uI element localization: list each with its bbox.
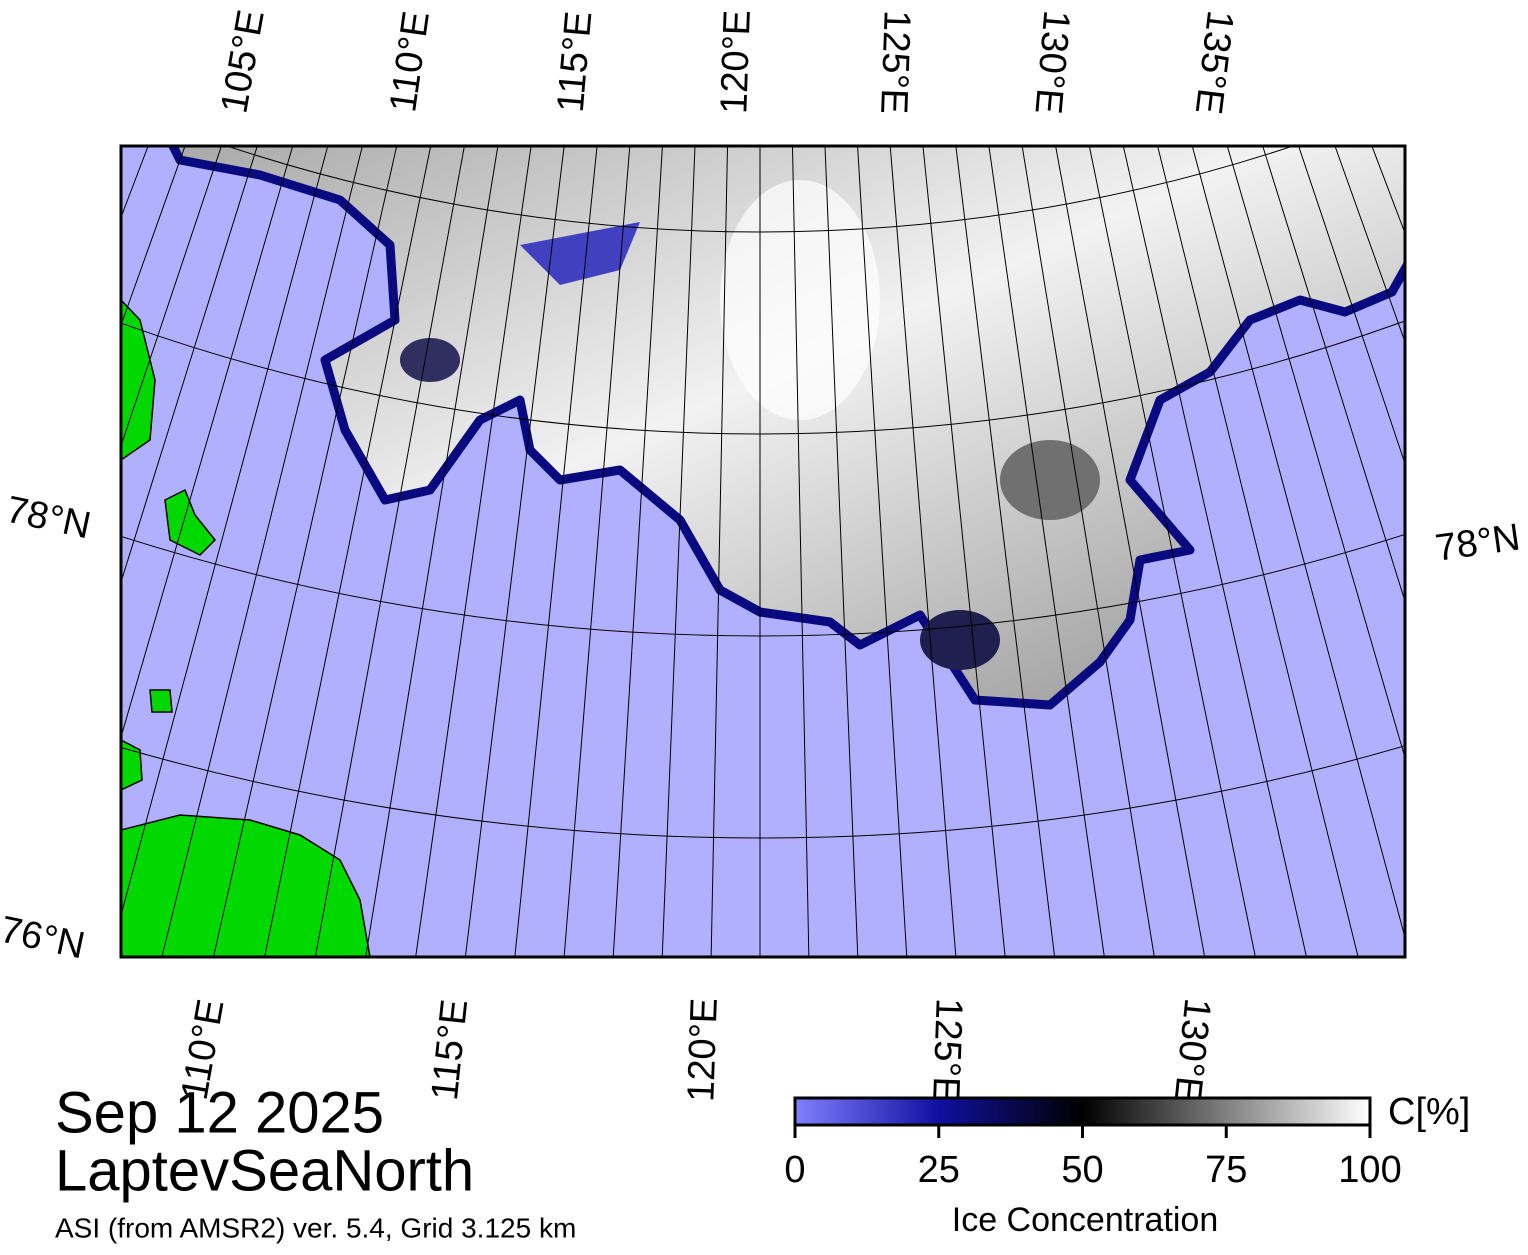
meridian	[121, 146, 258, 584]
colorbar	[793, 1096, 1372, 1127]
meridian	[161, 146, 363, 957]
meridian	[955, 146, 1056, 957]
meridian	[661, 146, 696, 957]
meridian	[0, 0, 61, 927]
bottom-lon-label: 120°E	[680, 997, 726, 1102]
land	[149, 689, 173, 713]
ice-mid	[1000, 440, 1100, 520]
meridian	[824, 146, 859, 957]
left-lat-label: 76°N	[0, 909, 88, 968]
meridian	[710, 146, 729, 957]
right-lat-label: 78°N	[1433, 516, 1523, 569]
top-lon-label: 110°E	[382, 9, 438, 115]
meridian	[857, 146, 908, 957]
meridian	[988, 146, 1105, 957]
meridian	[212, 146, 398, 957]
bottom-lon-label: 130°E	[1166, 996, 1219, 1104]
colorbar-tick-label: 0	[784, 1149, 805, 1191]
colorbar-tick-label: 100	[1338, 1149, 1401, 1191]
top-lon-label: 105°E	[213, 7, 272, 117]
date: Sep 12 2025	[55, 1080, 384, 1145]
meridian	[1157, 146, 1359, 957]
meridian	[1262, 146, 1405, 603]
meridian	[264, 146, 432, 957]
ice-low	[920, 610, 1000, 670]
land	[121, 814, 371, 957]
colorbar-tick-label: 50	[1061, 1149, 1103, 1191]
open-water-pocket	[520, 222, 640, 285]
map-frame	[119, 144, 1407, 959]
meridian	[121, 146, 222, 448]
top-lon-label: 135°E	[1187, 8, 1241, 116]
meridian	[922, 146, 1006, 957]
source: ASI (from AMSR2) ver. 5.4, Grid 3.125 km	[55, 1212, 576, 1243]
land	[121, 739, 143, 791]
ice-low	[400, 338, 460, 382]
ice-high	[720, 180, 880, 420]
top-lon-label: 125°E	[872, 9, 918, 114]
bottom-lon-label: 125°E	[924, 997, 970, 1102]
colorbar-label: Ice Concentration	[952, 1201, 1219, 1239]
meridian	[0, 0, 115, 976]
meridian	[1021, 146, 1155, 957]
top-lon-label: 120°E	[713, 9, 759, 114]
top-lon-label: 130°E	[1027, 9, 1078, 116]
meridian	[1298, 146, 1405, 466]
region: LaptevSeaNorth	[55, 1138, 474, 1203]
meridian	[889, 146, 957, 957]
colorbar-unit: C[%]	[1388, 1091, 1470, 1133]
meridian	[612, 146, 663, 957]
meridian	[121, 146, 294, 739]
meridian	[415, 146, 532, 957]
labels: 105°E 110°E 115°E 120°E 125°E 130°E 135°E110°E…	[0, 7, 1523, 1104]
meridian	[563, 146, 631, 957]
meridian	[791, 146, 810, 957]
meridian	[514, 146, 598, 957]
colorbar-tick-label: 25	[918, 1149, 960, 1191]
meridian	[1088, 146, 1256, 957]
meridian	[1226, 146, 1405, 760]
land	[164, 488, 217, 556]
left-lat-label: 78°N	[3, 489, 95, 548]
meridian	[1191, 146, 1405, 940]
meridian	[1055, 146, 1206, 957]
meridian	[314, 146, 465, 957]
meridian	[1122, 146, 1308, 957]
colorbar-tick-label: 75	[1205, 1149, 1247, 1191]
bottom-lon-label: 115°E	[424, 997, 476, 1102]
meridian	[0, 0, 88, 952]
meridian	[464, 146, 565, 957]
meridian	[121, 146, 329, 918]
top-lon-label: 115°E	[550, 10, 601, 114]
meridian	[365, 146, 499, 957]
ice-pack	[167, 146, 1405, 710]
